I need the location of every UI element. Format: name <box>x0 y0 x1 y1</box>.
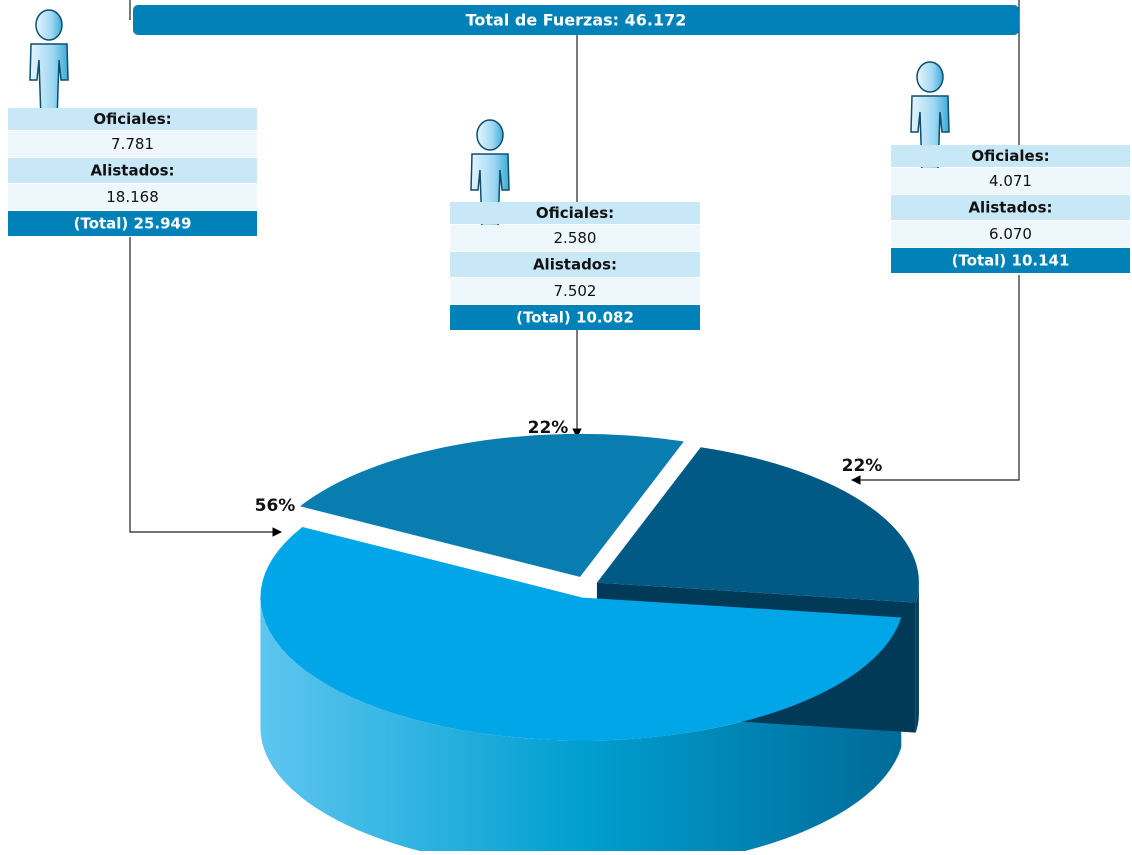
box-row <box>891 195 1130 220</box>
pie-side <box>915 582 919 733</box>
value-label: 22% <box>528 418 569 438</box>
box-label: (Total) 10.141 <box>952 252 1070 270</box>
box-row <box>450 278 700 304</box>
box-row <box>891 221 1130 247</box>
box-value: 6.070 <box>989 225 1032 243</box>
title: Total de Fuerzas: 46.172 <box>466 11 687 30</box>
box-row <box>8 211 257 236</box>
box-row <box>450 305 700 330</box>
box-label: Oficiales: <box>536 204 614 222</box>
box-label: Alistados: <box>968 199 1052 217</box>
box-row <box>8 131 257 157</box>
box-label: (Total) 10.082 <box>516 309 634 327</box>
box-value: 4.071 <box>989 172 1032 190</box>
value-label: 22% <box>842 456 883 476</box>
pie-slice <box>596 447 919 603</box>
value-label: 56% <box>255 496 296 516</box>
box-value: 2.580 <box>554 229 597 247</box>
title-bar <box>133 5 1019 35</box>
figures <box>29 9 950 231</box>
connector <box>851 275 1020 485</box>
head <box>35 9 63 41</box>
box-row <box>450 202 700 224</box>
box-row <box>891 145 1130 167</box>
box-label: (Total) 25.949 <box>74 215 192 233</box>
box-label: Oficiales: <box>971 147 1049 165</box>
head <box>916 61 944 93</box>
box-row <box>8 184 257 210</box>
box-value: 7.502 <box>554 282 597 300</box>
pie: 56% 22% 22% <box>255 418 919 855</box>
pie-slice <box>300 433 684 577</box>
box-label: Oficiales: <box>93 110 171 128</box>
box-value: 7.781 <box>111 135 154 153</box>
boxes: Oficiales: 7.781 Alistados: 18.168 (Total) 2… <box>8 108 1130 330</box>
box-value: 18.168 <box>106 188 159 206</box>
head <box>476 119 504 151</box>
pie-slice <box>260 526 902 741</box>
box-row <box>450 225 700 251</box>
pie-side <box>260 597 902 855</box>
box-row <box>450 252 700 277</box>
box-row <box>891 248 1130 273</box>
connector <box>129 237 282 537</box>
box-row <box>891 168 1130 194</box>
box-row <box>8 108 257 130</box>
box-row <box>8 158 257 183</box>
box-label: Alistados: <box>90 162 174 180</box>
box-label: Alistados: <box>533 256 617 274</box>
